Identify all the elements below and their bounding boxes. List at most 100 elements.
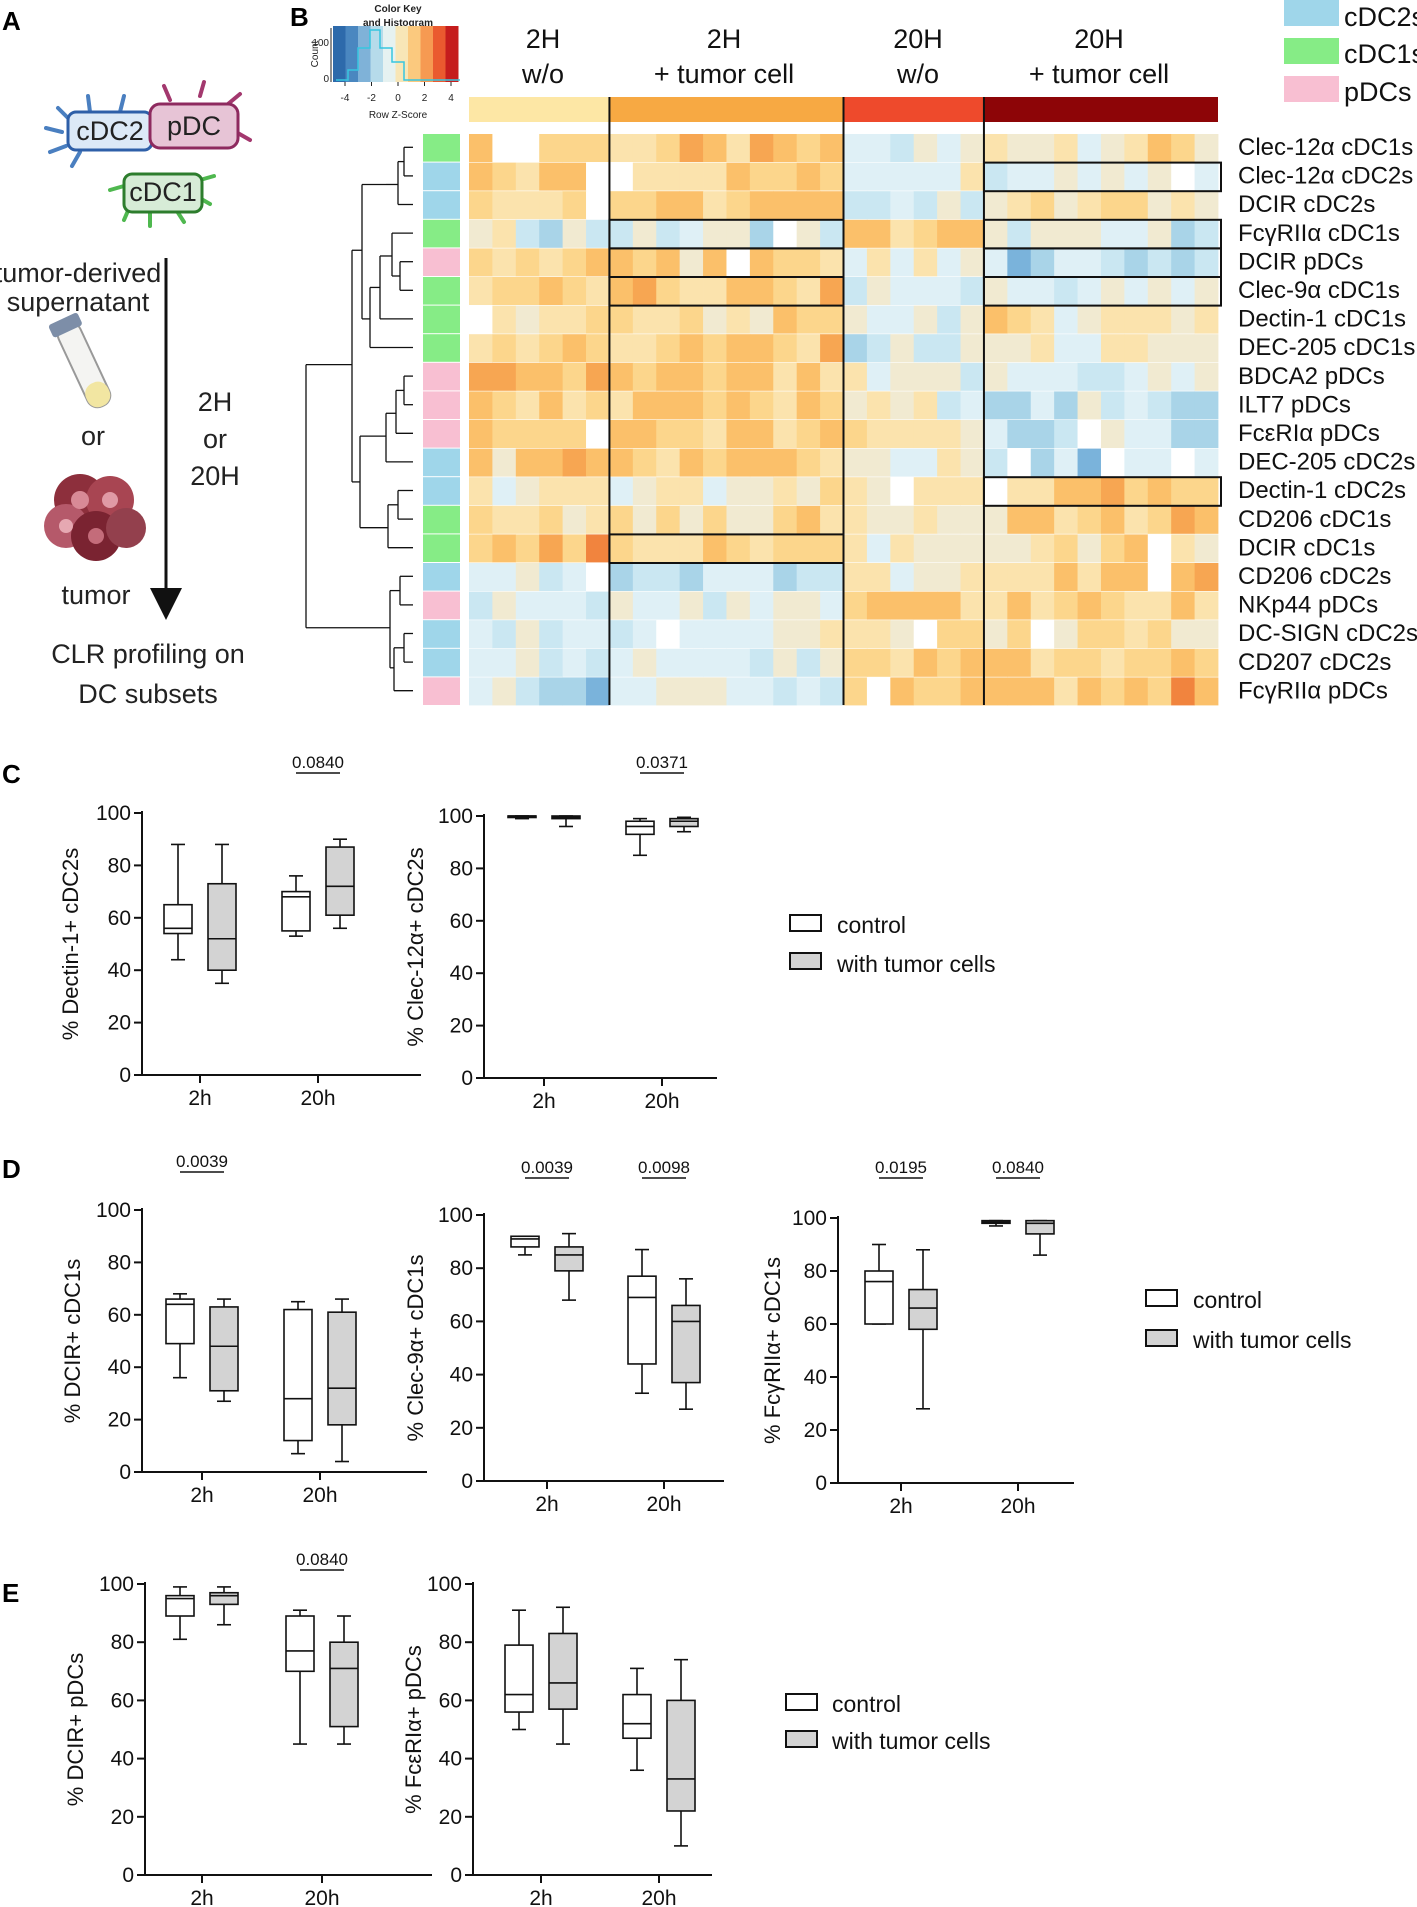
heatmap-cell <box>937 477 961 506</box>
heatmap-cell <box>1171 420 1195 448</box>
heatmap-cell <box>890 162 915 191</box>
heatmap-cell <box>1077 277 1102 305</box>
heatmap-cell <box>890 420 915 448</box>
box-control <box>981 1219 1011 1227</box>
legend-swatch-tumor <box>1145 1329 1178 1347</box>
heatmap-cell <box>1194 563 1219 591</box>
heatmap-cell <box>1030 448 1055 477</box>
column-header-2h-tumor-line2: + tumor cell <box>654 59 794 89</box>
heatmap-cell <box>1100 505 1125 534</box>
cdc2-cell-label: cDC2 <box>76 116 144 146</box>
heatmap-cell <box>726 505 751 534</box>
row-subset-marker <box>423 334 460 362</box>
heatmap-cell <box>562 334 587 363</box>
y-tick-label: 0 <box>119 1064 131 1087</box>
y-tick-label: 80 <box>450 857 473 880</box>
heatmap-cell <box>539 648 564 677</box>
heatmap-cell <box>1147 248 1172 277</box>
heatmap-cell <box>1147 477 1172 506</box>
heatmap-cell <box>469 248 493 277</box>
heatmap-cell <box>1194 362 1219 391</box>
heatmap-cell <box>1124 191 1149 220</box>
heatmap-cell <box>469 591 493 620</box>
heatmap-cell <box>1030 477 1055 506</box>
heatmap-cell <box>679 591 704 620</box>
heatmap-cell <box>1124 448 1149 477</box>
heatmap-cell <box>562 534 587 563</box>
heatmap-row-label: DEC-205 cDC2s <box>1238 449 1415 476</box>
heatmap-cell <box>609 420 634 448</box>
heatmap-cell <box>632 391 657 420</box>
heatmap-cell <box>703 191 727 220</box>
box-control <box>507 815 537 820</box>
heatmap-cell <box>539 477 564 506</box>
heatmap-cell <box>820 420 844 448</box>
heatmap-cell <box>1054 248 1078 277</box>
heatmap-cell <box>796 505 821 534</box>
heatmap-row-label: FcεRIα pDCs <box>1238 420 1380 447</box>
heatmap-cell <box>515 305 540 334</box>
heatmap-cell <box>983 162 1008 191</box>
heatmap-cell <box>469 219 493 248</box>
heatmap-cell <box>773 305 798 334</box>
heatmap-row-label: CD206 cDC1s <box>1238 506 1391 533</box>
heatmap-cell <box>796 162 821 191</box>
box-tumor <box>554 1232 584 1301</box>
row-subset-marker <box>423 134 460 162</box>
heatmap-cell <box>960 505 985 534</box>
heatmap-cell <box>1054 305 1078 334</box>
heatmap-cell <box>890 391 915 420</box>
box-iqr <box>554 1246 584 1272</box>
heatmap-cell <box>773 420 798 448</box>
heatmap-cell <box>562 134 587 162</box>
heatmap-cell <box>1054 677 1078 706</box>
p-value-label: 0.0840 <box>992 1158 1044 1177</box>
box-tumor <box>666 1658 696 1847</box>
heatmap-cell <box>1007 391 1032 420</box>
heatmap-cell <box>632 420 657 448</box>
x-tick-label: 20h <box>302 1484 337 1507</box>
heatmap-cell <box>1147 277 1172 305</box>
heatmap-cell <box>515 591 540 620</box>
heatmap-cell <box>937 362 961 391</box>
heatmap-cell <box>796 391 821 420</box>
heatmap-cell <box>1147 134 1172 162</box>
panel-label-d: D <box>2 1154 21 1184</box>
heatmap-cell <box>1054 591 1078 620</box>
heatmap-cell <box>866 219 891 248</box>
column-header-2h-wo-line2: w/o <box>521 59 564 89</box>
heatmap-cell <box>632 334 657 363</box>
heatmap-cell <box>539 191 564 220</box>
heatmap-cell <box>492 134 517 162</box>
heatmap-cell <box>703 134 727 162</box>
heatmap-cell <box>1077 534 1102 563</box>
heatmap-cell <box>492 191 517 220</box>
heatmap-cell <box>726 305 751 334</box>
box-iqr <box>165 1594 195 1617</box>
heatmap-cell <box>960 563 985 591</box>
heatmap-cell <box>515 448 540 477</box>
heatmap-cell <box>609 677 634 706</box>
time-label-line2: or <box>203 424 227 454</box>
heatmap-cell <box>679 219 704 248</box>
heatmap-cell <box>703 648 727 677</box>
heatmap-cell <box>890 191 915 220</box>
heatmap-cell <box>586 134 610 162</box>
x-tick-label: 2h <box>529 1887 552 1907</box>
heatmap-cell <box>726 134 751 162</box>
heatmap-cell <box>773 534 798 563</box>
heatmap-cell <box>562 248 587 277</box>
heatmap-cell <box>1030 334 1055 363</box>
row-subset-marker <box>423 563 460 591</box>
heatmap-cell <box>866 248 891 277</box>
heatmap-cell <box>937 563 961 591</box>
heatmap-cell <box>796 277 821 305</box>
color-key-count-0: 0 <box>323 74 329 85</box>
color-key-tick-label: 0 <box>395 93 401 104</box>
heatmap-cell <box>632 191 657 220</box>
heatmap-cell <box>1030 191 1055 220</box>
color-key-gradient <box>333 26 459 82</box>
heatmap-cell <box>515 648 540 677</box>
heatmap-cell <box>1054 448 1078 477</box>
heatmap-cell <box>937 420 961 448</box>
